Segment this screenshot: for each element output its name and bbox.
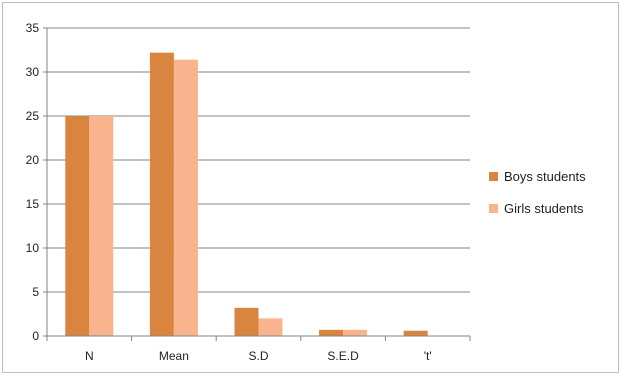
x-category-label: Mean xyxy=(159,349,189,363)
legend-swatch xyxy=(489,204,498,213)
y-tick-label: 15 xyxy=(26,197,40,211)
y-tick-label: 20 xyxy=(26,153,40,167)
bar-girls xyxy=(89,116,114,336)
x-axis: N Mean S.D S.E.D 't' xyxy=(46,335,471,363)
bar-boys xyxy=(403,330,428,336)
x-category-label: S.D xyxy=(248,349,268,363)
x-category-label: 't' xyxy=(424,349,432,363)
y-tick-label: 5 xyxy=(32,285,39,299)
bar-boys xyxy=(65,116,90,336)
y-tick-label: 30 xyxy=(26,65,40,79)
bars xyxy=(65,52,428,337)
bar-girls xyxy=(173,59,198,337)
x-category-label: S.E.D xyxy=(327,349,359,363)
legend: Boys students Girls students xyxy=(489,169,586,216)
y-tick-label: 0 xyxy=(32,329,39,343)
bar-girls xyxy=(258,318,283,336)
x-category-label: N xyxy=(85,349,94,363)
gridlines xyxy=(47,27,470,293)
y-tick-label: 25 xyxy=(26,109,40,123)
bar-girls xyxy=(343,329,368,336)
legend-label: Boys students xyxy=(504,169,586,184)
y-tick-label: 35 xyxy=(26,21,40,35)
bar-boys xyxy=(234,307,259,336)
legend-label: Girls students xyxy=(504,201,584,216)
bar-boys xyxy=(319,329,344,336)
y-axis: 0 5 10 15 20 25 30 35 xyxy=(26,21,48,343)
bar-boys xyxy=(149,52,174,336)
legend-swatch xyxy=(489,172,498,181)
y-tick-label: 10 xyxy=(26,241,40,255)
